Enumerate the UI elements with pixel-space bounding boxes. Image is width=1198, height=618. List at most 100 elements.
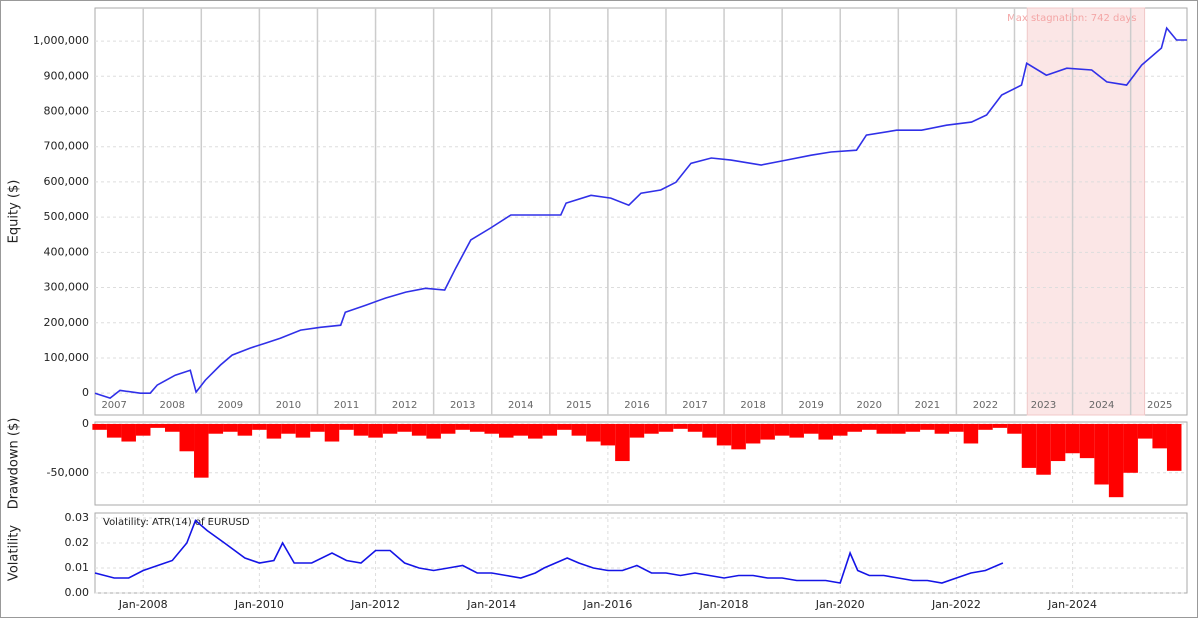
drawdown-bar [513,423,529,436]
drawdown-bar [266,423,282,439]
x-tick-label: Jan-2008 [118,598,168,611]
x-tick-label: Jan-2012 [350,598,400,611]
drawdown-bar [1079,423,1095,459]
y-tick-label: 0.01 [65,561,90,574]
drawdown-bar [1007,423,1022,434]
drawdown-bar [411,423,427,436]
drawdown-bar [876,423,892,434]
y-tick-label: 200,000 [44,316,90,329]
line [94,519,1004,584]
drawdown-bar [992,423,1008,428]
drawdown-bar [498,423,514,438]
drawdown-bar [353,423,369,436]
drawdown-bar [1108,423,1124,498]
year-label: 2008 [160,400,185,411]
drawdown-bar [484,423,499,434]
drawdown-bar [702,423,717,438]
year-label: 2010 [276,400,301,411]
year-label: 2013 [450,400,475,411]
drawdown-bar [760,423,775,440]
drawdown-bar [1021,423,1037,468]
drawdown-bar [644,423,659,434]
drawdown-bar [832,423,848,436]
drawdown-bar [339,423,354,430]
drawdown-bar [586,423,601,442]
drawdown-bar [615,423,630,462]
y-tick-label: 900,000 [44,69,90,82]
drawdown-bar [963,423,979,444]
y-tick-label: 0.02 [65,536,90,549]
drawdown-bar [1036,423,1051,475]
drawdown-bar [208,423,224,434]
y-tick-label: -50,000 [47,466,89,479]
drawdown-bar [745,423,761,444]
x-tick-label: Jan-2024 [1047,598,1097,611]
drawdown-bar [528,423,543,439]
drawdown-bar [716,423,732,446]
drawdown-bar [1123,423,1138,473]
y-tick-label: 0 [82,386,89,399]
drawdown-bar [179,423,195,452]
x-tick-label: Jan-2022 [931,598,981,611]
y-tick-label: 1,000,000 [33,34,89,47]
drawdown-bar [1094,423,1109,485]
year-label: 2020 [857,400,882,411]
x-tick-label: Jan-2020 [815,598,865,611]
drawdown-bar [1065,423,1080,454]
y-axis-title: Drawdown ($) [7,418,22,510]
year-label: 2024 [1089,400,1114,411]
y-axis-title: Equity ($) [7,180,22,244]
drawdown-bar [949,423,964,432]
y-tick-label: 800,000 [44,105,90,118]
y-tick-label: 700,000 [44,140,90,153]
drawdown-bar [847,423,863,432]
drawdown-bar [891,423,906,434]
drawdown-bar [629,423,645,438]
drawdown-bar [382,423,398,434]
y-tick-label: 500,000 [44,210,90,223]
y-tick-label: 600,000 [44,175,90,188]
year-label: 2009 [218,400,243,411]
drawdown-bar [789,423,804,438]
drawdown-bar [920,423,935,430]
drawdown-bar [135,423,151,436]
x-tick-label: Jan-2018 [699,598,749,611]
drawdown-bar [1166,423,1182,471]
drawdown-bar [324,423,340,442]
drawdown-bar [1050,423,1066,462]
year-label: 2014 [508,400,533,411]
drawdown-bar [92,423,107,430]
drawdown-bar [862,423,877,430]
year-label: 2025 [1147,400,1172,411]
year-label: 2007 [101,400,126,411]
drawdown-bar [542,423,558,436]
drawdown-bar [121,423,136,442]
drawdown-bar [658,423,674,432]
year-label: 2015 [566,400,591,411]
y-tick-label: 300,000 [44,281,90,294]
x-tick-label: Jan-2010 [234,598,284,611]
year-label: 2019 [798,400,823,411]
line [94,26,1187,399]
drawdown-bar [106,423,122,438]
year-label: 2022 [973,400,998,411]
drawdown-bar [571,423,587,436]
year-label: 2023 [1031,400,1056,411]
drawdown-bar [223,423,238,432]
year-label: 2016 [624,400,649,411]
drawdown-bar [164,423,180,432]
year-label: 2021 [915,400,940,411]
drawdown-bar [731,423,746,450]
drawdown-bar [368,423,383,438]
drawdown-bar [252,423,267,430]
year-label: 2011 [334,400,359,411]
y-tick-label: 0.03 [65,511,90,524]
plot-area [94,512,1188,594]
drawdown-bar [455,423,470,430]
drawdown-bar [469,423,485,432]
drawdown-bar [600,423,616,446]
drawdown-bar [557,423,572,430]
panel-title: Volatility: ATR(14) of EURUSD [103,517,250,528]
y-tick-label: 100,000 [44,351,90,364]
